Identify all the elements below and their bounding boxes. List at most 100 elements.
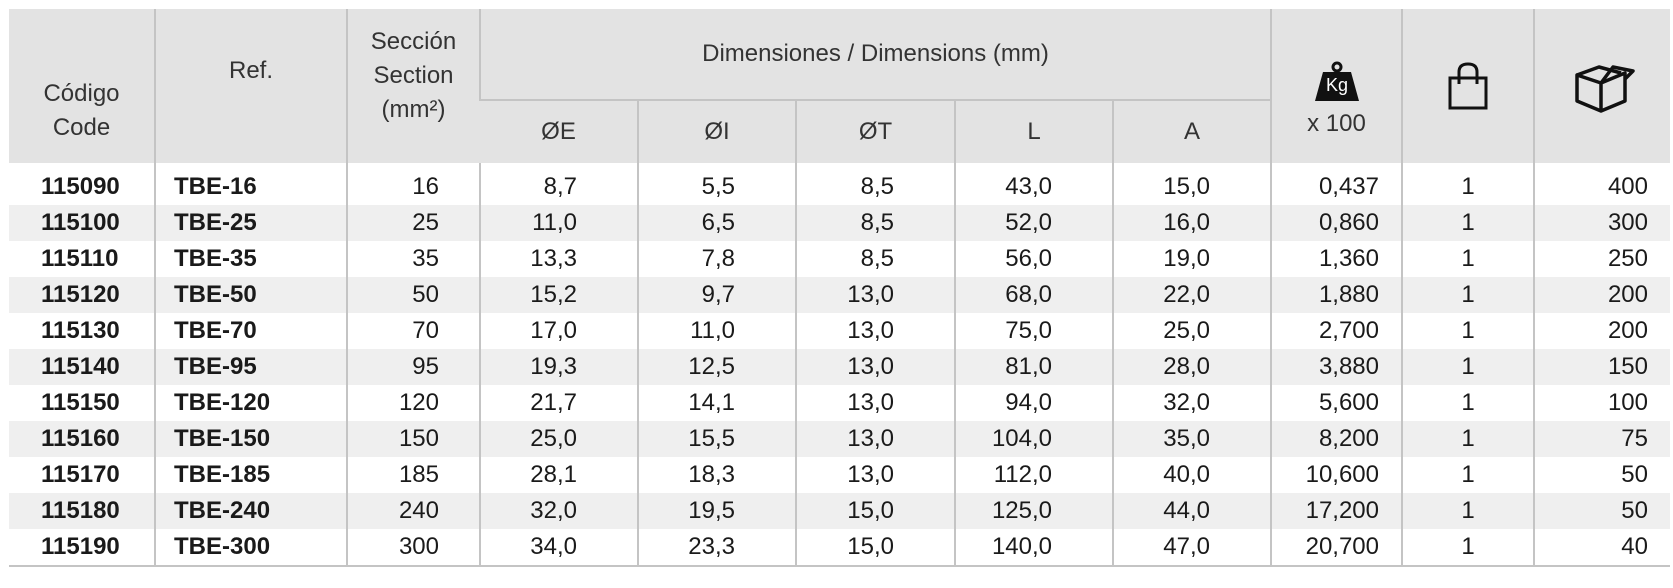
table-cell: 32,0	[1112, 385, 1271, 421]
table-cell: 250	[1533, 241, 1670, 277]
table-cell: TBE-70	[154, 313, 347, 349]
table-cell: 35,0	[1112, 421, 1271, 457]
table-cell: 50	[1533, 457, 1670, 493]
table-cell: 1	[1401, 241, 1534, 277]
table-cell: 5,600	[1270, 385, 1402, 421]
dimensions-header: Dimensiones / Dimensions (mm)	[479, 9, 1271, 100]
table-cell: 300	[346, 529, 480, 567]
table-cell: 112,0	[954, 457, 1113, 493]
table-header: Código Code Ref. Sección Section (mm²) D…	[9, 9, 1670, 163]
table-row: 115170 TBE-185 185 28,1 18,3 13,0 112,0 40,0 10,…	[9, 457, 1670, 493]
table-cell: 20,700	[1270, 529, 1402, 567]
table-cell: 1	[1401, 163, 1534, 205]
table-cell: 44,0	[1112, 493, 1271, 529]
dim-header: ØE	[480, 99, 638, 163]
table-cell: TBE-95	[154, 349, 347, 385]
table-cell: 15,5	[637, 421, 796, 457]
table-cell: 150	[1533, 349, 1670, 385]
table-cell: TBE-16	[154, 163, 347, 205]
table-cell: 15,0	[795, 529, 955, 567]
table-cell: 1	[1401, 313, 1534, 349]
table-cell: 16,0	[1112, 205, 1271, 241]
table-cell: 115120	[9, 277, 155, 313]
code-header: Código Code	[9, 9, 155, 163]
table-cell: TBE-150	[154, 421, 347, 457]
table-cell: 14,1	[637, 385, 796, 421]
table-cell: 140,0	[954, 529, 1113, 567]
header-text: Code	[52, 114, 111, 141]
section-header: Sección Section (mm²)	[346, 9, 480, 163]
table-cell: 9,7	[637, 277, 796, 313]
table-cell: 22,0	[1112, 277, 1271, 313]
table-cell: 104,0	[954, 421, 1113, 457]
table-cell: 1	[1401, 457, 1534, 493]
table-cell: 25,0	[479, 421, 638, 457]
weight-icon: Kg	[1314, 61, 1359, 101]
table-cell: TBE-300	[154, 529, 347, 567]
table-cell: 0,860	[1270, 205, 1402, 241]
table-cell: 200	[1533, 313, 1670, 349]
table-cell: 115090	[41, 173, 120, 200]
table-cell: 13,0	[795, 421, 955, 457]
table-cell: 1,360	[1270, 241, 1402, 277]
table-row: 115180 TBE-240 240 32,0 19,5 15,0 125,0 44,0 17,…	[9, 493, 1670, 529]
table-cell: 17,0	[479, 313, 638, 349]
table-cell: 52,0	[954, 205, 1113, 241]
table-cell: 32,0	[479, 493, 638, 529]
weight-icon-label: Kg	[1325, 75, 1347, 95]
table-cell: 1	[1401, 421, 1534, 457]
table-cell: 28,1	[479, 457, 638, 493]
table-row: 115090 TBE-16 16 8,7 5,5 8,5 43,0 15,0 0,437 1 400	[9, 163, 1670, 205]
table-row: 115140 TBE-95 95 19,3 12,5 13,0 81,0 28,0 3,880 1…	[9, 349, 1670, 385]
table-body: 115090 TBE-16 16 8,7 5,5 8,5 43,0 15,0 0,437 1 400…	[9, 163, 1670, 567]
table-cell: 19,5	[637, 493, 796, 529]
table-cell: 100	[1533, 385, 1670, 421]
table-cell: 25,0	[1112, 313, 1271, 349]
table-cell: 3,880	[1270, 349, 1402, 385]
table-cell: 75,0	[954, 313, 1113, 349]
table-cell: 13,0	[795, 457, 955, 493]
header-text: Sección	[370, 28, 457, 55]
bag-header	[1401, 9, 1534, 163]
header-text: x 100	[1307, 110, 1366, 137]
table-cell: 115180	[9, 493, 155, 529]
table-cell: 0,437	[1270, 163, 1402, 205]
header-text: Section	[373, 62, 454, 89]
table-cell: 75	[1533, 421, 1670, 457]
table-cell: 6,5	[637, 205, 796, 241]
table-cell: 150	[346, 421, 480, 457]
table-cell: 120	[346, 385, 480, 421]
table-cell: 13,0	[795, 385, 955, 421]
table-cell: 115190	[9, 529, 155, 567]
table-cell: TBE-185	[154, 457, 347, 493]
table-row: 115120 TBE-50 50 15,2 9,7 13,0 68,0 22,0 1,880 1 2…	[9, 277, 1670, 313]
table-cell: 13,0	[795, 277, 955, 313]
table-cell: 19,3	[479, 349, 638, 385]
dim-header: A	[1112, 99, 1271, 163]
table-cell: 240	[346, 493, 480, 529]
table-cell: 15,2	[479, 277, 638, 313]
table-cell: TBE-50	[154, 277, 347, 313]
weight-header: Kg x 100	[1270, 9, 1402, 163]
table-cell: 15,0	[1112, 163, 1271, 205]
table-cell: 8,5	[795, 205, 955, 241]
table-cell: 19,0	[1112, 241, 1271, 277]
dim-header: ØT	[795, 99, 955, 163]
table-cell: 68,0	[954, 277, 1113, 313]
header-text: (mm²)	[381, 96, 446, 123]
table-cell: 1	[1401, 385, 1534, 421]
table-cell: 7,8	[637, 241, 796, 277]
table-cell: 1	[1401, 277, 1534, 313]
table-cell: 40,0	[1112, 457, 1271, 493]
table-cell: 12,5	[637, 349, 796, 385]
table-cell: 115160	[9, 421, 155, 457]
table-cell: 5,5	[637, 163, 796, 205]
table-cell: 8,7	[479, 163, 638, 205]
table-cell: 95	[346, 349, 480, 385]
table-cell: 8,200	[1270, 421, 1402, 457]
table-cell: 200	[1533, 277, 1670, 313]
dim-header: L	[954, 99, 1113, 163]
table-cell: 81,0	[954, 349, 1113, 385]
table-cell: 125,0	[954, 493, 1113, 529]
